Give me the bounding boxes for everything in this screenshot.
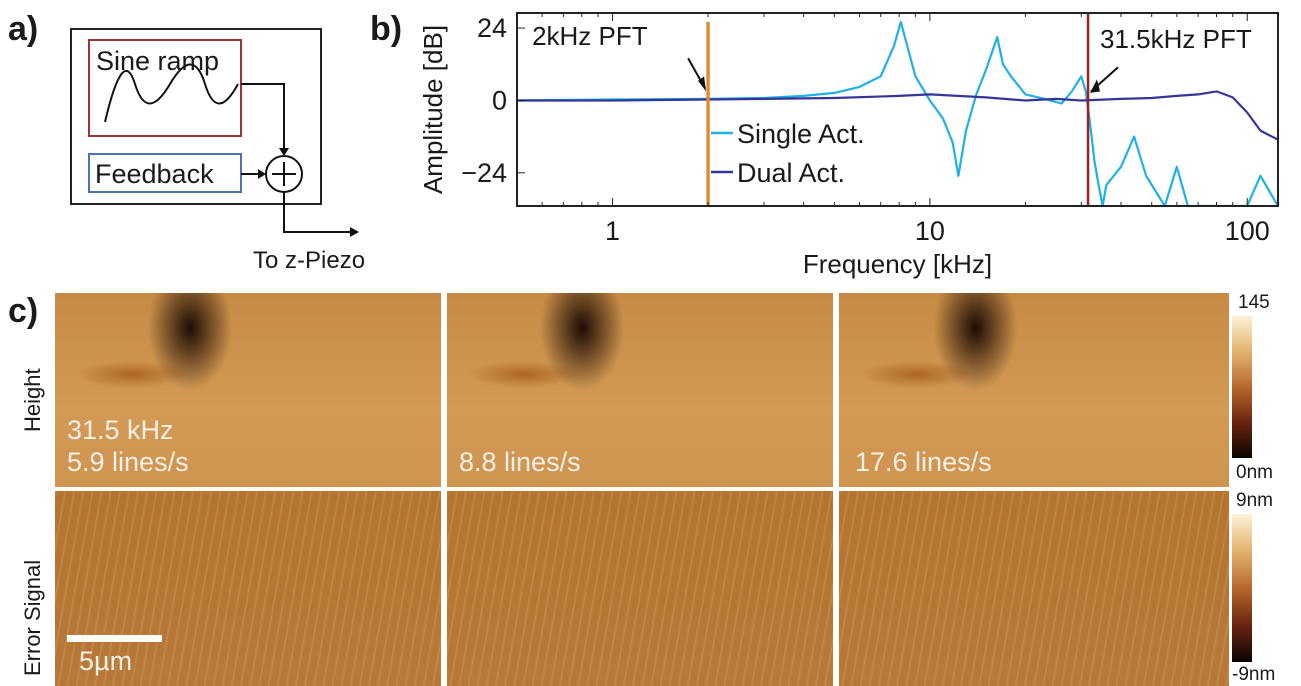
x-axis-label: Frequency [kHz] xyxy=(803,249,992,279)
row-label-error: Error Signal xyxy=(20,559,45,676)
row-label-height: Height xyxy=(20,368,45,432)
block-diagram: Sine ramp Feedback To z-Piezo xyxy=(70,28,365,274)
x-tick-label: 100 xyxy=(1225,216,1270,246)
plot-frame xyxy=(516,12,1279,207)
x-tick-label: 10 xyxy=(915,216,945,246)
error-image-3 xyxy=(839,491,1229,686)
error-scale-min: -9nm xyxy=(1232,664,1276,685)
frequency-label: 31.5 kHz xyxy=(67,415,174,445)
outer-box xyxy=(70,28,322,205)
sine-wave-icon xyxy=(104,63,239,123)
height-scale-max: 145 xyxy=(1238,292,1270,313)
sum-to-output-arrow xyxy=(283,192,352,233)
legend-label-2: Dual Act. xyxy=(737,158,845,188)
scalebar-label: 5µm xyxy=(79,646,133,676)
height-image-3: 17.6 lines/s xyxy=(839,293,1229,487)
panel-c-letter: c) xyxy=(8,292,39,330)
legend-label-1: Single Act. xyxy=(737,119,865,149)
line-rate-label-3: 17.6 lines/s xyxy=(855,447,992,477)
height-scale-min: 0nm xyxy=(1236,462,1273,483)
single-act-line xyxy=(517,20,1278,206)
height-image-1: 31.5 kHz 5.9 lines/s xyxy=(55,293,441,487)
sine-to-sum-arrow xyxy=(241,83,285,150)
height-image-2: 8.8 lines/s xyxy=(447,293,833,487)
error-image-1: 5µm xyxy=(55,491,441,686)
height-colorbar xyxy=(1232,316,1252,458)
y-tick-label: 0 xyxy=(492,85,507,115)
annotation-2k: 2kHz PFT xyxy=(532,21,648,51)
output-label: To z-Piezo xyxy=(253,247,365,274)
panel-a-letter: a) xyxy=(8,10,39,48)
y-tick-label: 24 xyxy=(477,13,507,43)
annotation-31k-arrowhead xyxy=(1090,79,1101,93)
line-rate-label-1: 5.9 lines/s xyxy=(67,447,189,477)
x-tick-label: 1 xyxy=(605,216,620,246)
error-image-2 xyxy=(447,491,833,686)
annotation-2k-arrowhead xyxy=(698,76,707,92)
scalebar xyxy=(67,635,162,642)
error-colorbar xyxy=(1232,514,1252,662)
frequency-response-chart: 1 10 100 24 0 −24 Frequency [kHz] Amplitude [dB… xyxy=(418,12,1279,279)
line-rate-label-2: 8.8 lines/s xyxy=(459,447,581,477)
error-scale-max: 9nm xyxy=(1236,490,1273,511)
annotation-31k: 31.5kHz PFT xyxy=(1100,24,1252,54)
panel-b-letter: b) xyxy=(370,10,403,48)
dual-act-line xyxy=(517,90,1278,141)
feedback-label: Feedback xyxy=(95,159,214,189)
y-axis-label: Amplitude [dB] xyxy=(418,25,448,194)
y-tick-label: −24 xyxy=(461,158,507,188)
sine-ramp-box xyxy=(88,39,242,137)
